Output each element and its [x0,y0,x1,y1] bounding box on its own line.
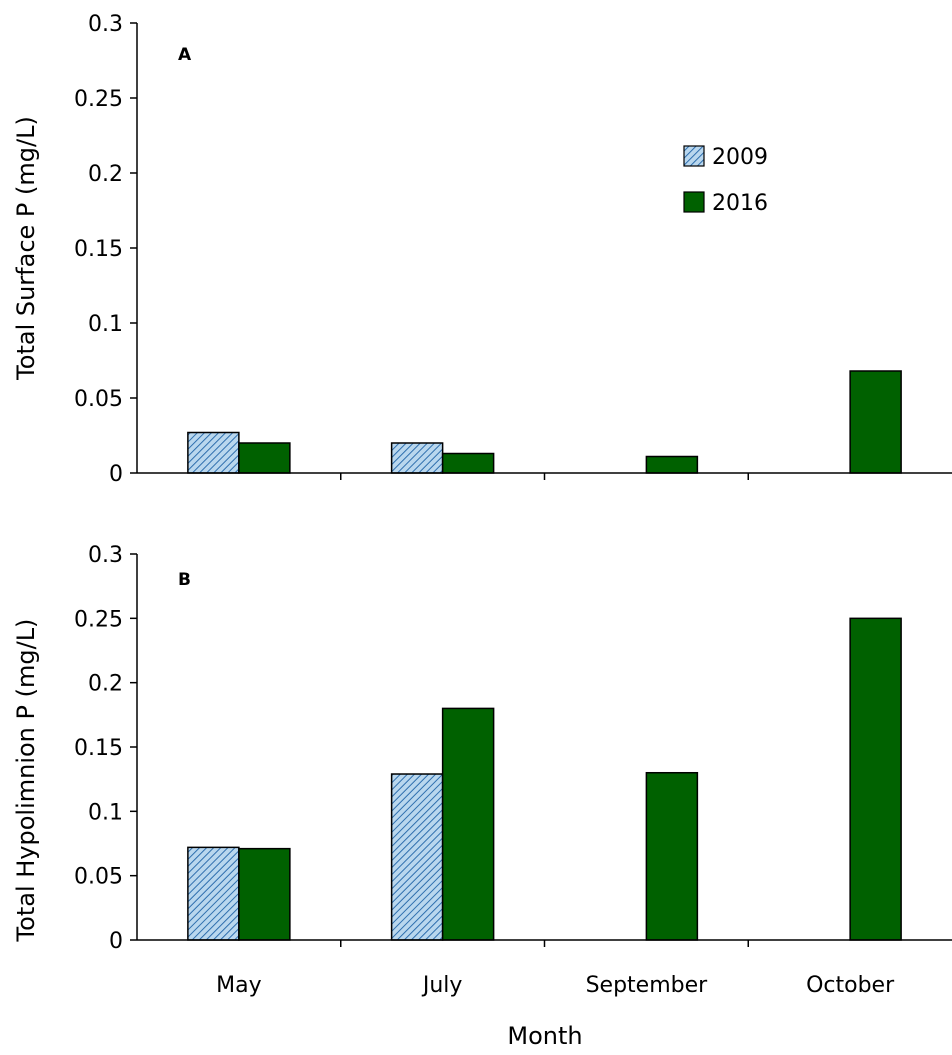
y-tick-label: 0.05 [74,387,123,412]
bar-2016-july [441,452,495,474]
bar-2016-september [645,771,699,941]
legend: 2009 2016 [683,145,768,216]
y-tick-label: 0.2 [88,162,123,187]
y-tick-label: 0.15 [74,237,123,262]
x-tick-label: October [806,973,895,998]
y-tick-label: 0 [109,462,123,487]
x-tick-label: July [421,973,463,998]
y-tick-label: 0.3 [88,543,123,568]
y-tick-label: 0.2 [88,672,123,697]
bar-2009-july [390,442,444,474]
x-tick-label: May [216,973,261,998]
y-tick-label: 0.25 [74,607,123,632]
x-axis-title: Month [507,1022,582,1050]
y-tick-label: 0 [109,929,123,954]
bar-2016-may [238,847,291,941]
y-axis-title: Total Surface P (mg/L) [12,116,40,381]
y-tick-label: 0.1 [88,312,123,337]
y-tick-label: 0.05 [74,865,123,890]
legend-swatch-2016 [683,191,705,213]
y-tick-label: 0.1 [88,800,123,825]
bar-2016-september [645,455,699,474]
panel-label: B [178,570,191,590]
chart-panel-b: B Total Hypolimnion P (mg/L) Month 0 0.05… [12,543,952,1050]
x-tick-label: September [586,973,709,998]
y-tick-label: 0.3 [88,12,123,37]
bar-2009-may [187,431,240,474]
legend-swatch-2009 [683,145,705,167]
panel-label: A [178,45,192,65]
y-axis-title: Total Hypolimnion P (mg/L) [12,619,40,943]
bar-2016-october [849,617,902,941]
y-tick-label: 0.25 [74,87,123,112]
bar-2016-july [441,707,495,941]
bar-2009-may [187,846,240,941]
y-tick-label: 0.15 [74,736,123,761]
legend-label-2009: 2009 [712,145,768,170]
chart-panel-a: A Total Surface P (mg/L) 2009 2016 0 0.05… [12,12,952,487]
bar-2016-october [849,370,902,474]
bar-2009-july [390,773,444,941]
bar-2016-may [238,442,291,474]
legend-label-2016: 2016 [712,191,768,216]
